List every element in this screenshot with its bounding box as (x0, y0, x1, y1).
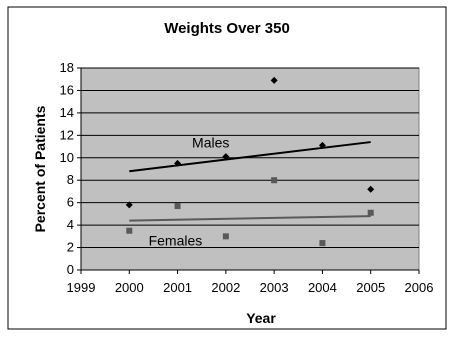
x-tick-label: 2006 (405, 280, 434, 295)
point-males (318, 141, 326, 149)
x-tick-label: 2003 (260, 280, 289, 295)
x-tick-label: 2000 (115, 280, 144, 295)
point-males (222, 153, 230, 161)
data-points (125, 76, 375, 247)
chart-title: Weights Over 350 (164, 20, 290, 37)
axes: 0 2 4 6 8 10 12 14 16 18 1999 2000 2001 2002 2003 2004 2… (60, 60, 434, 295)
point-females (319, 240, 326, 247)
series-labels: Males Females (149, 135, 230, 249)
x-tick-label: 2004 (308, 280, 337, 295)
y-tick-label: 6 (67, 195, 74, 210)
point-females (271, 177, 278, 184)
trendline-males (129, 141, 371, 173)
point-males (367, 185, 375, 193)
point-females (174, 203, 181, 210)
point-males (270, 76, 278, 84)
x-tick-label: 2001 (163, 280, 192, 295)
series-label-males: Males (192, 135, 229, 151)
y-tick-label: 0 (67, 262, 74, 277)
y-axis-title: Percent of Patients (32, 105, 48, 232)
point-females (367, 209, 374, 216)
point-males (174, 159, 182, 167)
x-tick-label: 2002 (211, 280, 240, 295)
point-females (222, 233, 229, 240)
trendline-females (129, 215, 371, 222)
y-tick-label: 2 (67, 240, 74, 255)
y-tick-label: 14 (60, 105, 74, 120)
point-females (126, 227, 133, 234)
x-tick-label: 1999 (67, 280, 96, 295)
trendlines (129, 141, 371, 222)
y-tick-label: 16 (60, 82, 74, 97)
y-tick-label: 18 (60, 60, 74, 75)
y-tick-label: 10 (60, 150, 74, 165)
y-tick-label: 12 (60, 127, 74, 142)
gridlines (81, 67, 419, 249)
y-tick-label: 4 (67, 217, 74, 232)
x-axis-title: Year (246, 310, 276, 326)
y-tick-label: 8 (67, 172, 74, 187)
point-males (125, 201, 133, 209)
plot-area (80, 67, 420, 271)
x-tick-label: 2005 (356, 280, 385, 295)
series-label-females: Females (149, 232, 203, 248)
